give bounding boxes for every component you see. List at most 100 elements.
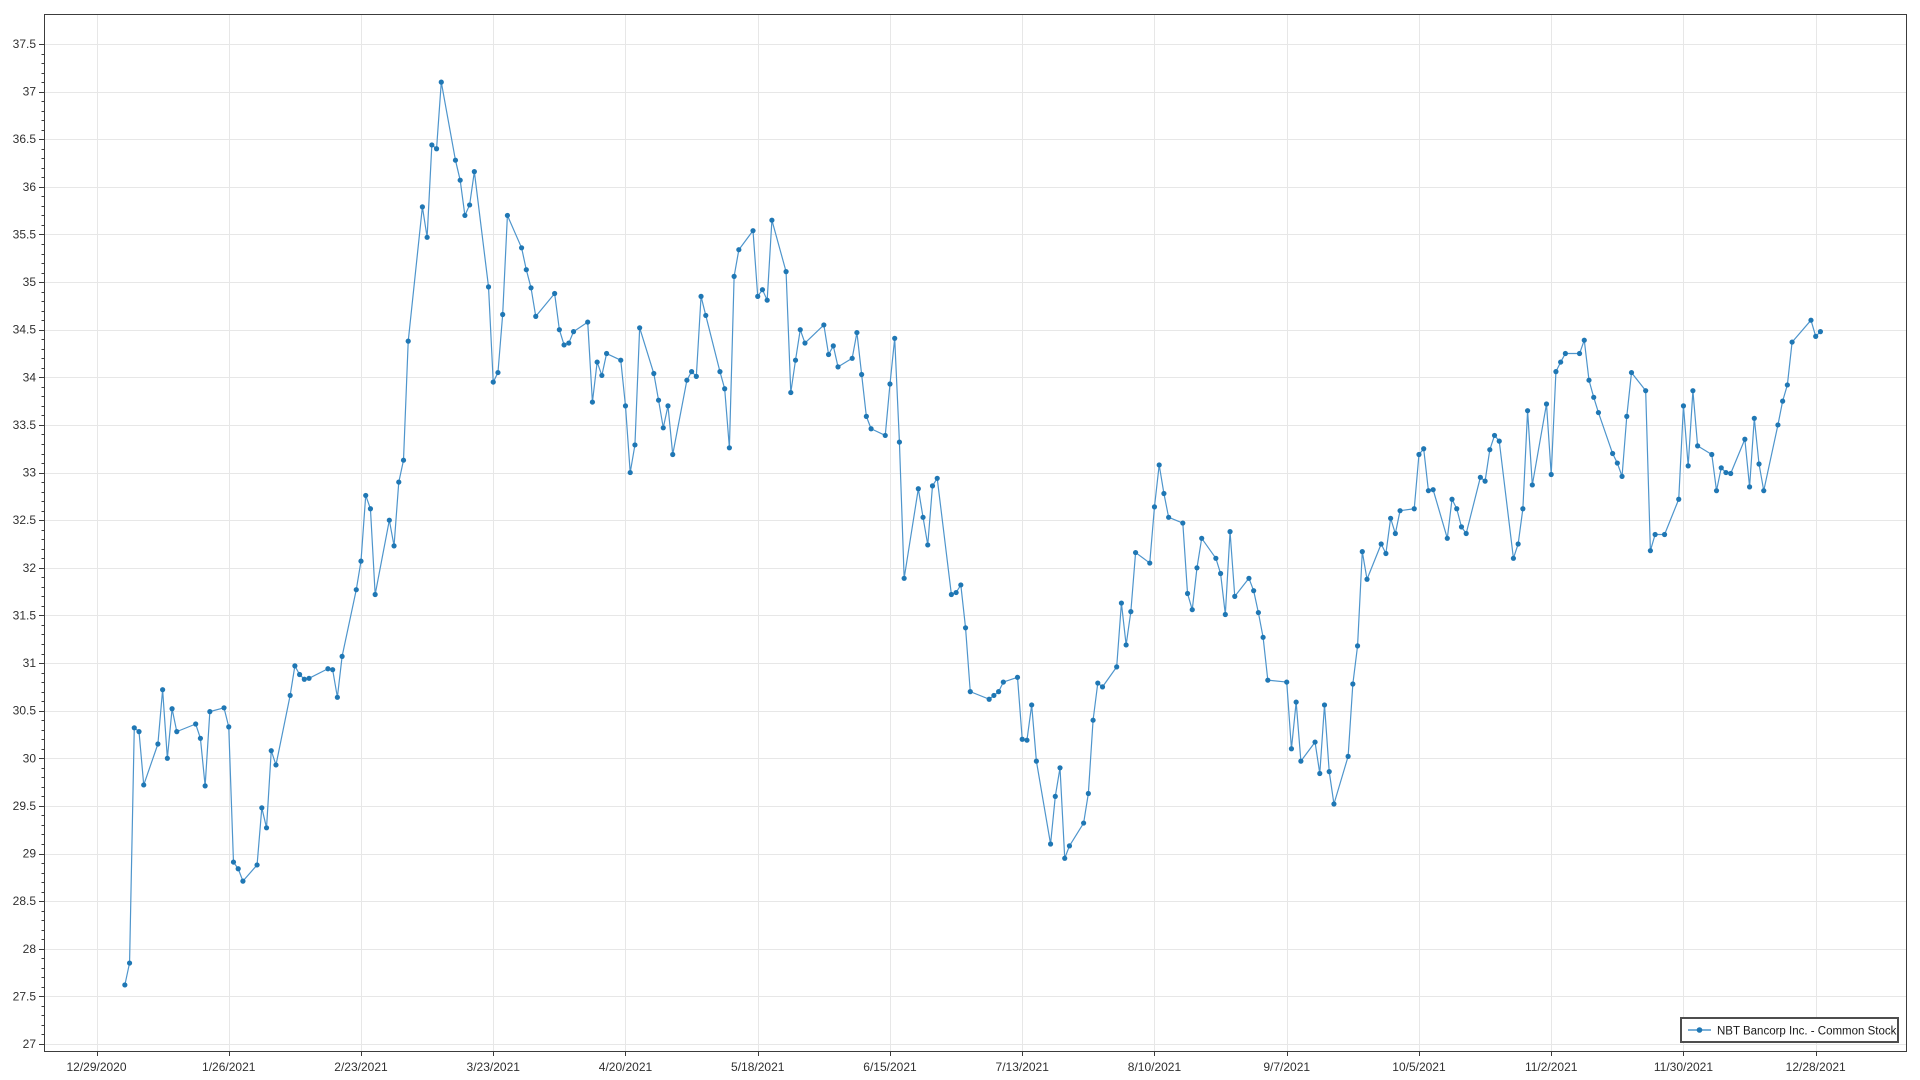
- data-point: [1222, 611, 1228, 618]
- data-point: [405, 338, 411, 344]
- data-point: [1378, 541, 1384, 547]
- data-point: [1024, 737, 1030, 743]
- data-point: [339, 653, 345, 659]
- data-point: [504, 212, 511, 219]
- data-point: [126, 960, 133, 966]
- data-point: [301, 676, 307, 682]
- data-point: [901, 575, 907, 581]
- data-point: [1780, 398, 1786, 404]
- data-point: [868, 426, 874, 432]
- data-point: [986, 696, 992, 702]
- data-point: [1496, 438, 1502, 444]
- data-point: [717, 369, 723, 375]
- data-point: [1430, 487, 1436, 493]
- data-point: [802, 340, 808, 346]
- data-point: [438, 79, 444, 85]
- data-point: [1652, 531, 1658, 538]
- data-point: [1232, 593, 1238, 599]
- data-point: [1251, 588, 1257, 594]
- data-point: [1099, 684, 1106, 690]
- data-point: [230, 859, 237, 865]
- data-point: [533, 313, 539, 319]
- data-point: [1562, 350, 1568, 357]
- data-point: [1789, 339, 1795, 345]
- y-tick-label: 36: [23, 180, 37, 194]
- y-tick-labels: 27 27.5 28 28.5 29 29.5 30 30.5 31 31.5 32 32.5 33 33…: [13, 37, 37, 1051]
- data-point: [1227, 529, 1233, 535]
- data-point: [1166, 514, 1172, 520]
- data-point: [854, 329, 860, 336]
- data-point: [991, 692, 997, 699]
- data-point: [788, 389, 794, 396]
- data-point: [1520, 506, 1526, 512]
- data-point: [1713, 488, 1720, 494]
- data-point: [1090, 717, 1096, 723]
- data-point: [1331, 801, 1337, 807]
- y-tick-label: 27.5: [13, 989, 37, 1003]
- data-point: [655, 397, 662, 403]
- data-point: [1019, 736, 1025, 742]
- y-tick-label: 30: [23, 751, 37, 765]
- data-point: [1364, 576, 1370, 582]
- data-point: [887, 381, 893, 387]
- data-point: [1761, 488, 1767, 494]
- y-tick-label: 33.5: [13, 418, 37, 432]
- data-point: [1524, 408, 1531, 414]
- y-tick-label: 35: [23, 275, 37, 289]
- data-point: [1397, 508, 1403, 514]
- data-point: [1066, 843, 1073, 849]
- y-tick-label: 28.5: [13, 894, 37, 908]
- data-point: [1676, 496, 1682, 502]
- data-point: [1161, 490, 1167, 497]
- data-point: [1624, 413, 1630, 419]
- data-point: [759, 287, 766, 293]
- data-point: [722, 386, 728, 392]
- data-point: [457, 177, 463, 183]
- data-point: [386, 517, 392, 523]
- data-point: [736, 247, 742, 253]
- data-point: [193, 721, 199, 727]
- data-point: [528, 285, 534, 291]
- legend: NBT Bancorp Inc. - Common Stock: [1680, 1017, 1899, 1043]
- data-point: [396, 479, 402, 485]
- data-point: [330, 667, 336, 673]
- data-point: [500, 311, 506, 318]
- data-point: [589, 399, 596, 405]
- data-point: [1014, 674, 1021, 680]
- data-point: [1784, 382, 1790, 388]
- data-point: [962, 625, 969, 631]
- gridlines: [44, 14, 1906, 1051]
- data-point: [1718, 465, 1724, 471]
- data-point: [703, 312, 709, 319]
- data-point: [835, 364, 841, 370]
- data-point: [1661, 531, 1668, 538]
- data-point: [1595, 409, 1602, 416]
- data-point: [273, 762, 279, 768]
- data-point: [292, 663, 298, 669]
- data-point: [391, 543, 397, 549]
- data-point: [755, 293, 761, 299]
- data-point: [1690, 388, 1696, 394]
- data-point: [1628, 369, 1635, 376]
- x-tick-label: 11/2/2021: [1525, 1060, 1578, 1074]
- data-point: [197, 735, 204, 741]
- data-point: [1515, 541, 1521, 547]
- data-point: [651, 370, 657, 377]
- data-point: [1147, 560, 1153, 566]
- data-point: [296, 671, 303, 678]
- data-point: [1033, 758, 1039, 764]
- data-point: [670, 451, 676, 458]
- data-point: [561, 342, 567, 348]
- data-point: [1312, 739, 1318, 745]
- data-point: [164, 755, 170, 761]
- y-tick-label: 32: [23, 561, 37, 575]
- data-point: [1246, 575, 1252, 581]
- x-tick-label: 10/5/2021: [1392, 1060, 1446, 1074]
- series-line: [124, 81, 1822, 986]
- data-point: [155, 741, 161, 747]
- data-point: [263, 825, 270, 831]
- data-point: [287, 692, 293, 699]
- data-point: [552, 290, 558, 297]
- data-point: [948, 591, 954, 598]
